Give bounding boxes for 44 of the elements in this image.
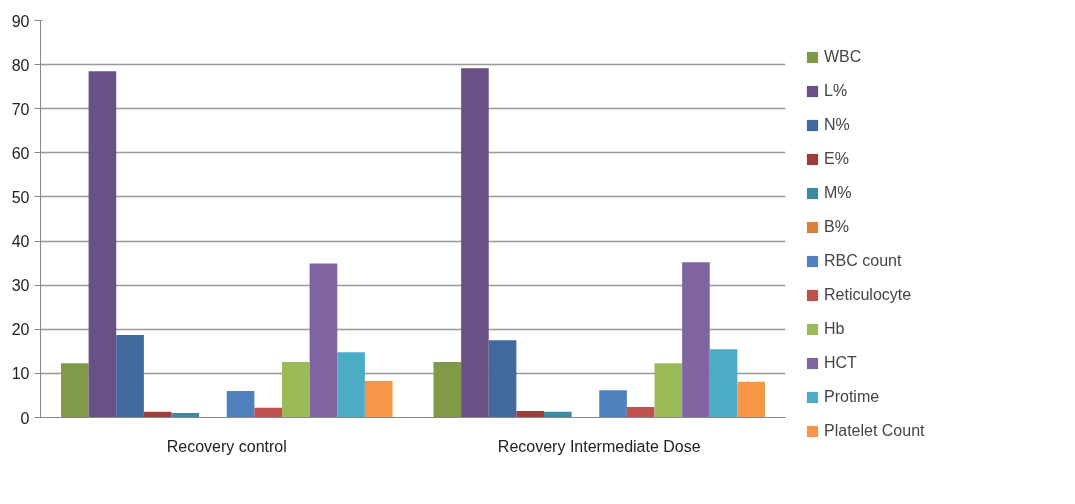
legend-label: Reticulocyte [824, 286, 912, 304]
legend-label: E% [824, 150, 849, 168]
legend-label: L% [824, 82, 848, 100]
bar [364, 380, 393, 418]
legend-label: Protime [824, 388, 880, 406]
legend-label: M% [824, 184, 852, 202]
bar [88, 71, 117, 418]
y-tick-label: 70 [11, 100, 30, 118]
legend-label: N% [824, 116, 850, 134]
bar [516, 410, 544, 418]
legend-label: Hb [824, 320, 845, 338]
bar [337, 352, 365, 418]
bar [282, 361, 310, 418]
x-tick-label: Recovery control [166, 437, 287, 455]
bar [254, 407, 282, 418]
y-tick-label: 0 [20, 409, 30, 427]
y-tick-label: 20 [11, 321, 30, 339]
legend-label: RBC count [824, 252, 902, 270]
bar [226, 391, 255, 418]
bar [171, 413, 200, 418]
bar [433, 361, 462, 418]
bar [309, 263, 338, 418]
legend-label: B% [824, 218, 849, 236]
bar [709, 349, 738, 418]
y-tick-label: 90 [11, 12, 30, 30]
bar [654, 363, 683, 418]
bar [737, 381, 766, 418]
y-tick-label: 30 [11, 277, 30, 295]
y-tick-label: 40 [11, 233, 30, 251]
bar [626, 406, 655, 418]
y-tick-label: 60 [11, 144, 30, 162]
y-tick-label: 50 [11, 188, 30, 206]
y-tick-label: 10 [11, 365, 30, 383]
bar [682, 262, 710, 418]
bar [116, 335, 144, 418]
legend-label: Platelet Count [824, 422, 925, 440]
bar [488, 340, 517, 418]
bar [461, 68, 489, 418]
y-tick-label: 80 [11, 56, 30, 74]
x-tick-label: Recovery Intermediate Dose [497, 437, 701, 455]
bar [599, 390, 627, 418]
legend-label: WBC [824, 48, 862, 66]
legend-label: HCT [824, 354, 857, 372]
bar [60, 363, 89, 418]
